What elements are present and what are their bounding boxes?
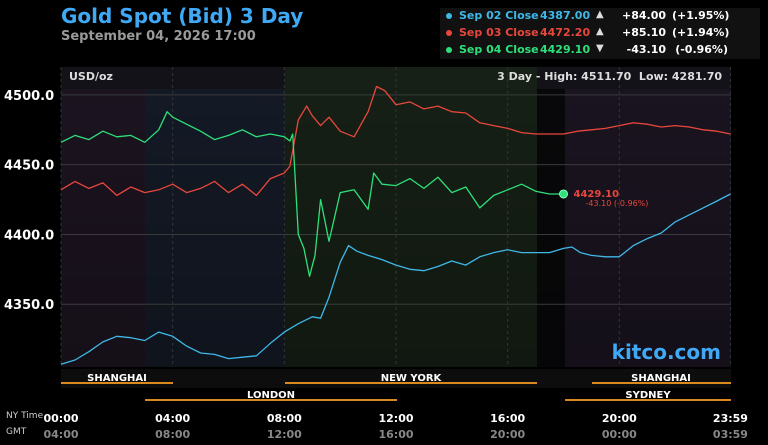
- legend-change: -43.10: [626, 43, 666, 56]
- x-tick-label-gmt: 12:00: [267, 428, 302, 441]
- session-label-shanghai-2: SHANGHAI: [631, 373, 691, 384]
- x-tick-label-gmt: 20:00: [490, 428, 525, 441]
- legend-dot-icon: [446, 13, 452, 19]
- chart-title: Gold Spot (Bid) 3 Day: [61, 4, 304, 28]
- y-tick-label: 4400.0: [4, 228, 54, 243]
- y-tick-labels: 4350.0 4400.0 4450.0 4500.0: [4, 89, 54, 313]
- high-low-label: 3 Day - High: 4511.70 Low: 4281.70: [497, 70, 722, 83]
- session-label-sydney: SYDNEY: [625, 390, 671, 401]
- legend-price: 4472.20: [540, 26, 591, 39]
- legend-change: +84.00: [621, 9, 666, 22]
- legend-item-sep02: Sep 02 Close 4387.00 ▲ +84.00 (+1.95%): [440, 8, 760, 25]
- legend-name: Sep 02 Close: [459, 9, 539, 22]
- series-line-2: [60, 85, 731, 197]
- x-tick-label-ny: 12:00: [378, 412, 413, 425]
- gmt-label: GMT: [6, 427, 27, 437]
- legend-item-sep03: Sep 03 Close 4472.20 ▲ +85.10 (+1.94%): [440, 25, 760, 42]
- unit-label: USD/oz: [69, 70, 113, 83]
- x-tick-label-ny: 20:00: [602, 412, 637, 425]
- x-tick-label-ny: 16:00: [490, 412, 525, 425]
- x-tick-label-gmt: 03:59: [713, 428, 748, 441]
- session-band: [61, 369, 731, 388]
- series-lines: [60, 85, 731, 365]
- series-line-3: [60, 111, 564, 277]
- x-tick-label-gmt: 00:00: [602, 428, 637, 441]
- x-tick-label-gmt: 04:00: [43, 428, 78, 441]
- x-tick-labels: 00:00 04:00 04:00 08:00 08:00 12:00 12:00 16:00…: [43, 412, 747, 441]
- legend-item-sep04: Sep 04 Close 4429.10 ▼ -43.10 (-0.96%): [440, 42, 760, 59]
- chart-subtitle: September 04, 2026 17:00: [61, 29, 256, 44]
- up-arrow-icon: ▲: [596, 26, 604, 37]
- legend-price: 4429.10: [540, 43, 591, 56]
- legend-name: Sep 04 Close: [459, 43, 539, 56]
- legend-percent: (-0.96%): [675, 43, 728, 56]
- last-price-change: -43.10 (-0.96%): [586, 199, 649, 208]
- legend-percent: (+1.95%): [672, 9, 730, 22]
- kitco-logo: kitco.com: [612, 340, 721, 364]
- legend-name: Sep 03 Close: [459, 26, 539, 39]
- x-tick-label-ny: 00:00: [43, 412, 78, 425]
- last-price-dot: [559, 189, 568, 199]
- legend: Sep 02 Close 4387.00 ▲ +84.00 (+1.95%) S…: [440, 8, 760, 59]
- legend-change: +85.10: [621, 26, 666, 39]
- x-tick-label-ny: 08:00: [267, 412, 302, 425]
- series-line-1: [60, 193, 731, 365]
- y-tick-label: 4350.0: [4, 298, 54, 313]
- session-label-london: LONDON: [247, 390, 295, 401]
- last-price-value: 4429.10: [574, 189, 620, 200]
- x-tick-label-ny: 23:59: [713, 412, 748, 425]
- down-arrow-icon: ▼: [596, 43, 604, 54]
- legend-price: 4387.00: [540, 9, 591, 22]
- x-tick-label-ny: 04:00: [155, 412, 190, 425]
- session-label-shanghai: SHANGHAI: [87, 373, 147, 384]
- x-tick-label-gmt: 16:00: [378, 428, 413, 441]
- y-tick-label: 4450.0: [4, 159, 54, 174]
- x-tick-label-gmt: 08:00: [155, 428, 190, 441]
- legend-dot-icon: [446, 47, 452, 53]
- y-tick-label: 4500.0: [4, 89, 54, 104]
- last-price-marker: 4429.10-43.10 (-0.96%): [559, 189, 649, 208]
- up-arrow-icon: ▲: [596, 9, 604, 20]
- legend-percent: (+1.94%): [672, 26, 730, 39]
- legend-dot-icon: [446, 30, 452, 36]
- ny-time-label: NY Time: [6, 411, 44, 421]
- session-label-newyork: NEW YORK: [381, 373, 443, 384]
